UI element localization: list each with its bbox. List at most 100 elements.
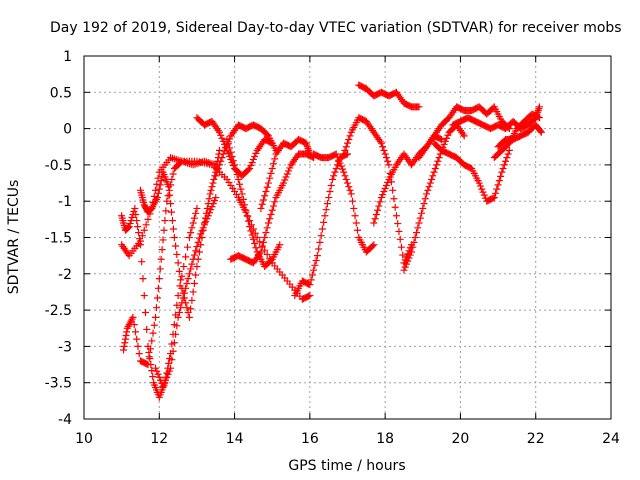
data-point — [153, 180, 161, 188]
data-point — [205, 195, 213, 203]
data-point — [306, 292, 314, 300]
data-point — [223, 135, 231, 143]
data-point — [276, 241, 284, 249]
y-tick-label: -2.5 — [45, 303, 72, 319]
data-point — [490, 194, 498, 202]
data-point — [218, 134, 226, 142]
data-point — [138, 258, 146, 266]
data-point — [321, 212, 329, 220]
x-tick-label: 16 — [301, 431, 319, 447]
series-track-18 — [430, 139, 513, 205]
data-point — [335, 156, 343, 164]
data-point — [219, 150, 227, 158]
data-point — [229, 157, 237, 165]
data-point — [175, 267, 183, 275]
data-point — [207, 206, 215, 214]
data-point — [238, 190, 246, 198]
data-point — [190, 251, 198, 259]
data-point — [174, 259, 182, 267]
data-point — [133, 335, 141, 343]
data-point — [479, 188, 487, 196]
data-point — [242, 206, 250, 214]
data-point — [156, 181, 164, 189]
data-point — [228, 152, 236, 160]
data-point — [162, 376, 170, 384]
x-tick-label: 20 — [452, 431, 470, 447]
data-point — [173, 301, 181, 309]
data-point — [153, 194, 161, 202]
data-point — [248, 231, 256, 239]
data-point — [248, 158, 256, 166]
data-point — [399, 251, 407, 259]
data-point — [156, 265, 164, 273]
data-point — [188, 296, 196, 304]
data-point — [239, 195, 247, 203]
data-point — [184, 275, 192, 283]
data-point — [173, 322, 181, 330]
data-point — [244, 217, 252, 225]
data-point — [139, 275, 147, 283]
data-point — [166, 191, 174, 199]
data-point — [125, 223, 133, 231]
data-point — [352, 219, 360, 227]
data-point — [249, 155, 257, 163]
data-point — [170, 339, 178, 347]
data-point — [175, 309, 183, 317]
data-point — [155, 373, 163, 381]
data-point — [148, 367, 156, 375]
data-point — [219, 137, 227, 145]
data-point — [500, 161, 508, 169]
data-point — [415, 219, 423, 227]
data-point — [252, 244, 260, 252]
data-point — [241, 201, 249, 209]
data-point — [165, 183, 173, 191]
data-point — [237, 185, 245, 193]
data-point — [443, 134, 451, 142]
data-point — [263, 131, 271, 139]
x-tick-label: 10 — [75, 431, 93, 447]
data-point — [332, 165, 340, 173]
data-point — [271, 198, 279, 206]
data-point — [374, 206, 382, 214]
data-point — [167, 364, 175, 372]
y-tick-label: 0.5 — [50, 85, 72, 101]
data-point — [126, 220, 134, 228]
data-point — [197, 230, 205, 238]
data-point — [310, 266, 318, 274]
data-point — [384, 178, 392, 186]
y-tick-label: 1 — [63, 49, 72, 65]
data-point — [421, 195, 429, 203]
data-point — [152, 313, 160, 321]
y-tick-label: -4 — [58, 412, 72, 428]
data-point — [177, 304, 185, 312]
data-point — [187, 305, 195, 313]
data-point — [256, 238, 264, 246]
data-point — [133, 217, 141, 225]
data-point — [349, 197, 357, 205]
data-point — [130, 321, 138, 329]
data-point — [246, 223, 254, 231]
data-point — [231, 161, 239, 169]
data-point — [392, 212, 400, 220]
data-point — [192, 271, 200, 279]
data-point — [267, 211, 275, 219]
data-point — [262, 229, 270, 237]
data-point — [285, 167, 293, 175]
data-point — [172, 330, 180, 338]
data-point — [410, 238, 418, 246]
data-point — [423, 190, 431, 198]
data-point — [480, 191, 488, 199]
data-point — [218, 154, 226, 162]
data-point — [147, 345, 155, 353]
data-point — [502, 157, 510, 165]
data-point — [212, 194, 220, 202]
data-point — [203, 204, 211, 212]
data-point — [249, 235, 257, 243]
data-point — [536, 127, 544, 135]
data-point — [204, 212, 212, 220]
data-point — [180, 263, 188, 271]
data-point — [221, 147, 229, 155]
axis-ticks: 10 12 14 16 18 20 22 24 1 0.5 0 -0.5 -1 -1.5 -2 -2.5 -3 -… — [45, 49, 620, 447]
data-point — [347, 190, 355, 198]
data-point — [149, 373, 157, 381]
